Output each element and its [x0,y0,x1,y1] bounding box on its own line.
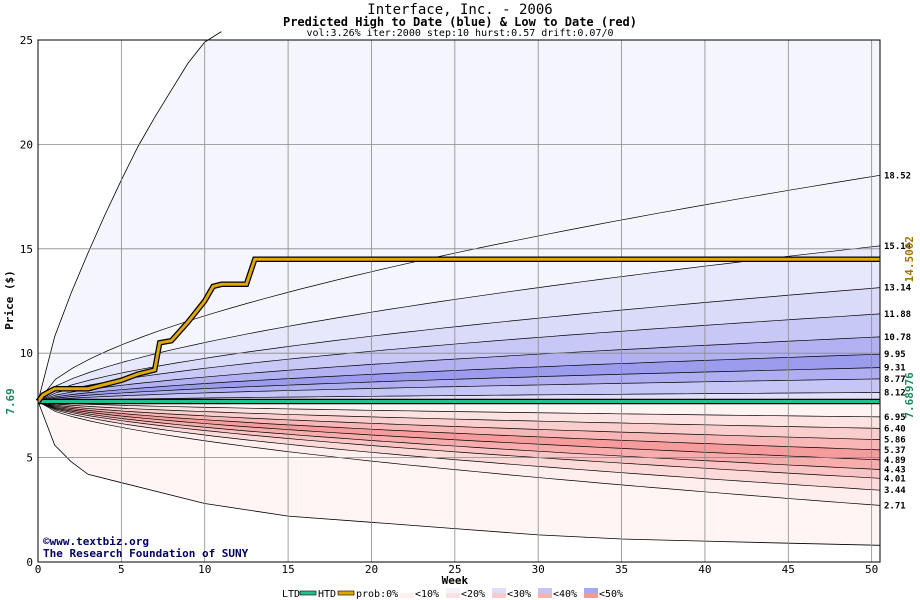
y-tick-label-15: 15 [20,243,33,256]
htd-value-label: 14.5002 [903,236,916,282]
y-tick-label-25: 25 [20,34,33,47]
low-band-label-5: 4.89 [884,456,906,466]
legend-prob-label: prob:0% [356,589,398,600]
htd-line [36,257,880,403]
legend-swatch-bottom-4 [538,593,552,598]
high-band-label-7: 9.31 [884,364,906,374]
legend-swatch-top-2 [446,588,460,593]
high-band-label-1: 18.52 [884,171,911,181]
legend-htd-swatch [337,590,355,596]
y-axis-label: Price ($) [3,270,16,330]
low-band-label-6: 4.43 [884,466,906,476]
x-tick-label-10: 10 [198,563,211,576]
legend-item-3: <30% [507,589,531,600]
chart-params: vol:3.26% iter:2000 step:10 hurst:0.57 d… [306,28,614,39]
high-band-label-2: 15.14 [884,242,912,252]
band-line-2 [37,245,881,402]
x-tick-label-25: 25 [448,563,461,576]
band-line-8 [37,378,881,402]
low-band-label-4: 5.37 [884,446,906,456]
y-tick-label-20: 20 [20,138,33,151]
x-axis-label: Week [442,574,469,587]
high-band-label-3: 13.14 [884,284,912,294]
x-tick-label-50: 50 [865,563,878,576]
band-line-12 [37,401,881,440]
legend-item-2: <20% [461,589,485,600]
band-line-18 [37,401,881,506]
band-line-5 [37,336,881,402]
band-line-11 [37,401,881,429]
legend-swatch-top-4 [538,588,552,593]
plot-frame [37,39,881,563]
legend-item-1: <10% [415,589,439,600]
high-band-label-5: 10.78 [884,333,911,343]
x-tick-label-40: 40 [698,563,711,576]
band-line-6 [37,353,881,402]
legend-htd-label: HTD [318,589,336,600]
legend-ltd-swatch [299,590,317,596]
x-tick-label-45: 45 [782,563,795,576]
chart-subtitle: Predicted High to Date (blue) & Low to D… [282,15,637,29]
x-tick-label-15: 15 [281,563,294,576]
band-line-15 [37,401,881,470]
chart-title: Interface, Inc. - 2006 [367,2,553,18]
x-tick-label-5: 5 [118,563,125,576]
y-tick-label-10: 10 [20,347,33,360]
band-line-3 [37,287,881,402]
band-line-1 [37,174,881,402]
band-line-7 [37,367,881,402]
outer-high-line [37,31,222,402]
high-band-label-4: 11.88 [884,310,911,320]
low-band-label-1: 6.95 [884,413,906,423]
y-tick-label-0: 0 [26,556,33,569]
watermark-line1: ©www.textbiz.org [43,535,149,548]
high-band-label-9: 8.12 [884,388,906,398]
x-tick-label-20: 20 [365,563,378,576]
ltd-value-label: 7.68976 [903,372,916,419]
high-band-label-6: 9.95 [884,350,906,360]
x-tick-label-30: 30 [532,563,545,576]
watermark-line2: The Research Foundation of SUNY [43,547,249,560]
band-line-17 [37,401,881,491]
x-tick-label-0: 0 [35,563,42,576]
band-line-13 [37,401,881,451]
band-line-16 [37,401,881,479]
low-band-label-8: 3.44 [884,486,906,496]
legend-swatch-top-5 [584,588,598,593]
low-band-label-9: 2.71 [884,501,906,511]
low-band-1 [38,401,880,417]
y-tick-label-5: 5 [26,452,33,465]
legend-item-5: <50% [599,589,623,600]
legend-swatch-top-3 [492,588,506,593]
legend-ltd-label: LTD [282,589,300,600]
legend-swatch-bottom-2 [446,593,460,598]
band-line-14 [37,401,881,461]
legend-swatch-bottom-5 [584,593,598,598]
start-price-label: 7.69 [4,388,17,415]
band-line-4 [37,313,881,402]
low-band-label-7: 4.01 [884,474,906,484]
low-band-label-2: 6.40 [884,424,906,434]
x-tick-label-35: 35 [615,563,628,576]
legend-swatch-bottom-1 [400,593,414,598]
legend-swatch-bottom-3 [492,593,506,598]
band-line-9 [37,392,881,402]
legend-item-4: <40% [553,589,577,600]
legend-swatch-top-1 [400,588,414,593]
band-line-10 [37,401,881,418]
outer-low-line [37,401,881,546]
low-band-label-3: 5.86 [884,436,906,446]
high-band-label-8: 8.77 [884,375,906,385]
